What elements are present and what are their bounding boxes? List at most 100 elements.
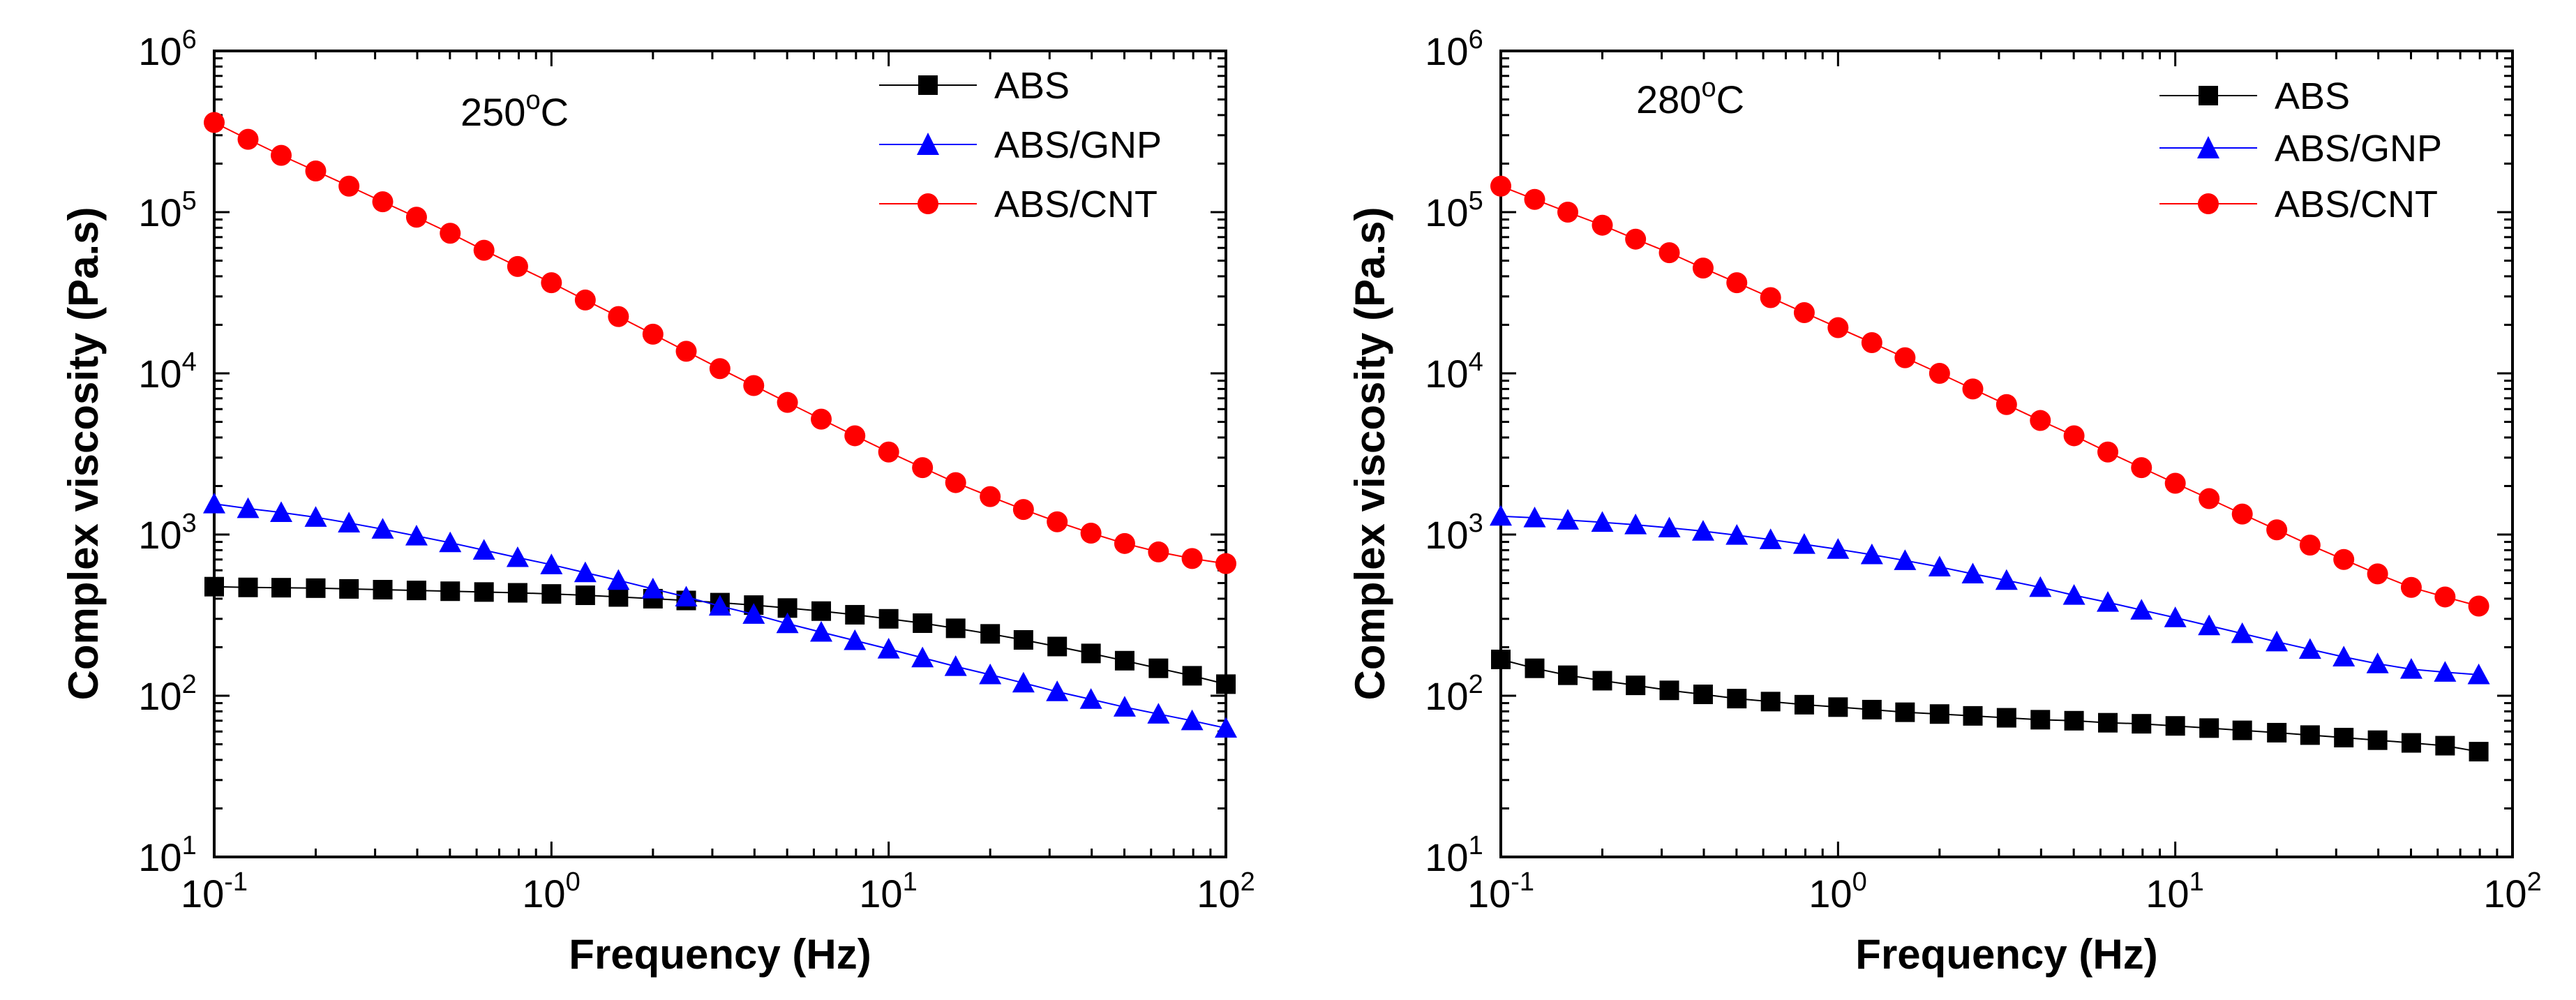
data-point-circle	[1080, 523, 1102, 544]
data-point-triangle	[371, 518, 394, 539]
x-tick-label: 101	[2146, 867, 2203, 916]
data-point-triangle	[506, 546, 529, 567]
data-point-square	[2064, 710, 2084, 731]
data-point-circle	[1524, 188, 1545, 210]
data-point-circle	[777, 391, 798, 413]
y-tick-label: 104	[1425, 348, 1483, 396]
axis-ticks	[1499, 50, 2514, 858]
data-point-triangle	[641, 577, 664, 599]
data-point-triangle	[1557, 509, 1580, 530]
legend-label: ABS	[2275, 75, 2350, 117]
data-point-circle	[541, 272, 562, 294]
data-point-triangle	[237, 497, 260, 518]
data-point-triangle	[2029, 576, 2052, 597]
data-point-square	[1558, 665, 1578, 685]
data-point-triangle	[405, 525, 428, 546]
data-point-square	[2165, 716, 2185, 736]
data-point-square	[373, 579, 393, 599]
data-point-circle	[1861, 332, 1882, 354]
data-point-square	[406, 581, 426, 601]
data-point-circle	[574, 289, 596, 311]
axis-ticks	[213, 50, 1227, 858]
data-point-circle	[1181, 548, 1203, 569]
data-point-triangle	[708, 595, 731, 616]
data-point-circle	[642, 323, 664, 345]
data-point-square	[339, 579, 359, 599]
data-point-triangle	[877, 638, 900, 659]
data-point-triangle	[338, 512, 361, 532]
data-point-triangle	[1894, 549, 1917, 570]
legend-label: ABS	[994, 65, 1070, 107]
data-point-triangle	[607, 569, 630, 590]
data-point-square	[945, 618, 966, 639]
data-point-circle	[1658, 242, 1680, 264]
data-point-square	[2030, 710, 2051, 730]
y-tick-label: 106	[1425, 25, 1483, 73]
data-point-circle	[1827, 317, 1849, 338]
data-point-triangle	[844, 629, 867, 650]
data-point-triangle	[2434, 661, 2457, 682]
data-point-triangle	[1995, 569, 2018, 590]
data-point-square	[2435, 736, 2455, 756]
data-point-circle	[372, 191, 394, 213]
data-point-triangle	[1827, 538, 1850, 559]
data-point-square	[2199, 718, 2219, 738]
data-point-circle	[440, 223, 461, 244]
data-point-circle	[1490, 175, 1511, 197]
data-point-circle	[2199, 488, 2220, 509]
data-point-square	[1828, 697, 1848, 717]
legend-marker-triangle	[2197, 136, 2219, 158]
data-point-triangle	[304, 506, 327, 527]
data-point-circle	[2097, 441, 2119, 463]
data-point-circle	[2367, 563, 2388, 585]
data-point-circle	[980, 486, 1001, 507]
data-point-square	[1862, 699, 1882, 719]
data-point-triangle	[776, 612, 799, 634]
data-point-circle	[1894, 347, 1916, 368]
y-tick-label: 103	[1425, 509, 1483, 557]
data-point-circle	[1625, 228, 1647, 250]
data-point-square	[608, 587, 629, 607]
data-point-triangle	[1658, 516, 1681, 538]
data-point-square	[1659, 680, 1679, 701]
legend-entry-abs: ABS	[879, 65, 1070, 107]
data-point-circle	[1148, 541, 1169, 562]
data-point-circle	[2333, 548, 2355, 570]
data-point-triangle	[203, 493, 225, 514]
data-point-triangle	[540, 553, 563, 574]
x-tick-label: 102	[1197, 867, 1255, 916]
x-tick-label: 100	[522, 867, 580, 916]
data-point-triangle	[1079, 688, 1102, 709]
data-point-square	[811, 601, 832, 621]
legend-label: ABS/GNP	[2275, 128, 2442, 170]
data-point-circle	[675, 341, 697, 362]
data-point-circle	[271, 144, 292, 166]
data-point-circle	[1047, 511, 1068, 532]
data-point-square	[2098, 712, 2118, 733]
y-tick-label: 102	[138, 670, 196, 718]
data-point-square	[1047, 636, 1068, 657]
data-point-triangle	[1113, 696, 1136, 717]
data-point-square	[575, 585, 595, 606]
data-point-square	[1794, 694, 1814, 715]
chart-panel-250c: 10-1 100 101 102 101 102 103 104 105 106…	[60, 25, 1255, 978]
data-point-circle	[2164, 472, 2186, 494]
series-line-abs-cnt	[1500, 185, 2479, 607]
legend-label: ABS/CNT	[994, 184, 1158, 225]
x-axis-title: Frequency (Hz)	[1855, 931, 2157, 978]
data-point-triangle	[742, 603, 765, 624]
data-point-triangle	[1181, 709, 1204, 731]
legend-marker-circle	[2198, 193, 2219, 214]
data-point-square	[845, 604, 865, 625]
series-line-abs-gnp	[214, 503, 1227, 729]
data-point-circle	[2131, 457, 2152, 479]
series-line-abs-gnp	[1500, 515, 2479, 676]
y-axis-title: Complex viscosity (Pa.s)	[1347, 207, 1393, 701]
y-axis-title: Complex viscosity (Pa.s)	[60, 207, 107, 701]
data-point-square	[1727, 689, 1747, 709]
plot-frame	[213, 50, 1227, 858]
data-point-triangle	[1961, 562, 1984, 583]
legend-entry-abs-cnt: ABS/CNT	[2159, 184, 2438, 225]
legend-marker-square	[2199, 86, 2218, 105]
data-point-circle	[912, 457, 934, 479]
